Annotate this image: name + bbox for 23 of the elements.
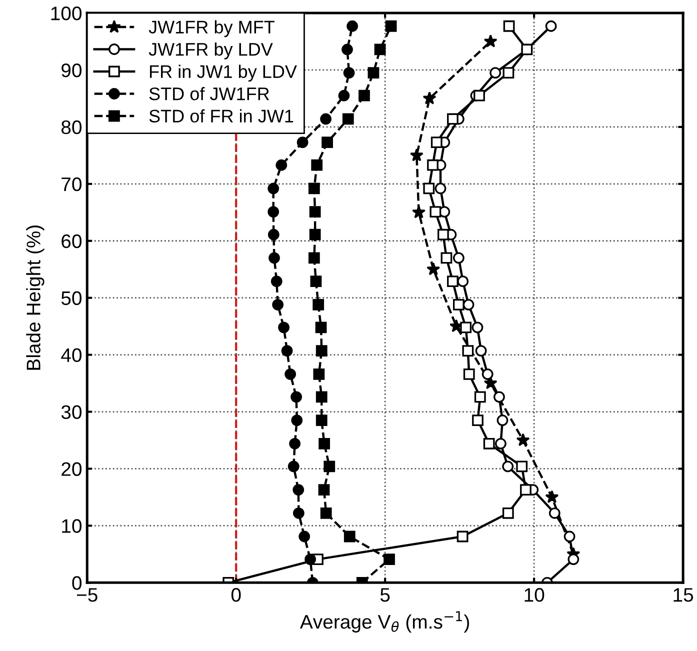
y-tick-label: 20 (62, 462, 82, 476)
y-tick-label: 90 (62, 63, 82, 78)
x-tick-label: 15 (674, 588, 694, 602)
y-tick-label: 40 (61, 348, 82, 362)
y-tick-label: 10 (62, 519, 82, 533)
x-tick-label: 5 (380, 588, 390, 602)
y-tick-label: 50 (61, 291, 82, 306)
legend-label: JW1FR by MFT (148, 20, 274, 38)
legend-label: STD of JW1FR (149, 87, 270, 100)
y-axis-title: Blade Height (%) (26, 226, 44, 370)
y-tick-label: 60 (62, 234, 82, 248)
y-tick-label: 30 (61, 405, 82, 419)
legend-label: FR in JW1 by LDV (150, 64, 297, 82)
y-tick-label: 70 (62, 177, 82, 192)
x-axis-title: Average V$_{θ}$ (m.s$^{−1}$) (300, 611, 470, 633)
x-tick-label: 0 (231, 588, 241, 602)
y-tick-label: 0 (72, 576, 82, 590)
y-tick-label: 80 (61, 120, 82, 134)
legend-label: STD of FR in JW1 (149, 109, 294, 122)
y-tick-label: 100 (51, 6, 82, 20)
x-tick-label: 10 (524, 588, 544, 602)
legend-label: JW1FR by LDV (148, 42, 273, 60)
x-tick-label: −5 (77, 588, 98, 602)
